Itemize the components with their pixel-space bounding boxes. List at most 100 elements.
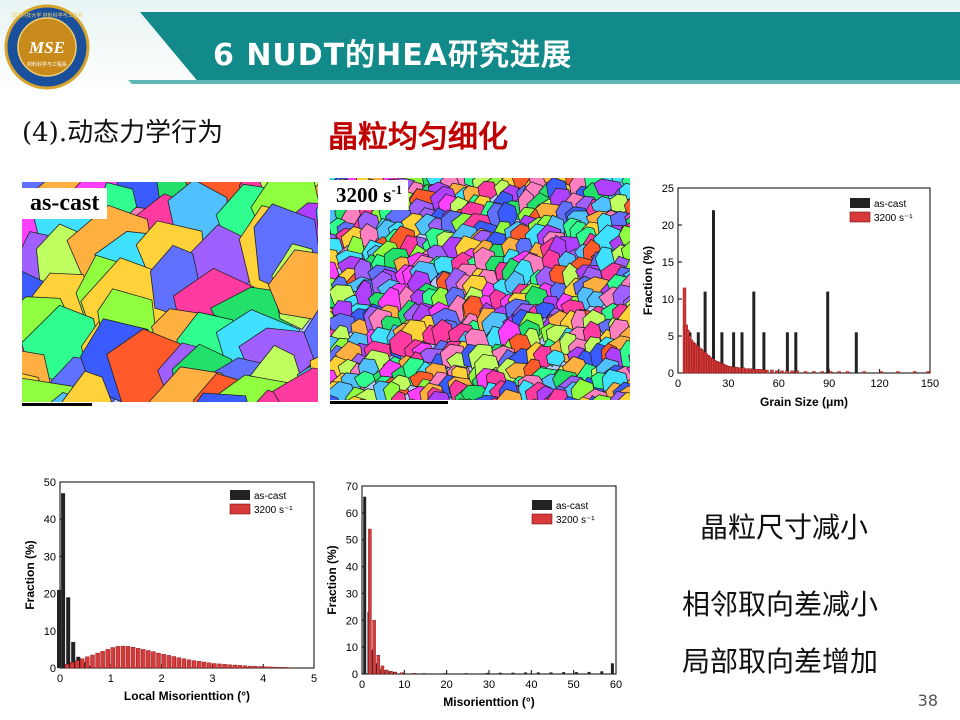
misorientation-rate-bar (385, 669, 389, 675)
local_misorientation-x-tick-label: 0 (57, 673, 63, 685)
local_misorientation-rate-bar (90, 654, 95, 669)
local_misorientation-rate-bar (212, 663, 217, 669)
misorientation-y-tick-label: 40 (346, 562, 358, 574)
misorientation-plot-frame (361, 485, 617, 675)
grain_size-plot-frame (677, 187, 931, 374)
grain_size-rate-bar (828, 371, 833, 374)
as-cast-info-strip (22, 402, 318, 408)
grain_size-y-axis-label: Fraction (%) (641, 246, 655, 315)
misorientation-as-cast-bar (511, 672, 515, 674)
misorientation-as-cast-bar (486, 672, 489, 674)
local_misorientation-rate-bar (247, 665, 253, 669)
grain_size-rate-bar (862, 371, 867, 374)
misorientation-as-cast-bar (524, 672, 528, 674)
grain_size-y-tick-label: 15 (662, 257, 674, 269)
grain_size-as-cast-bar (740, 332, 744, 373)
title-band-stripe (128, 80, 960, 84)
logo-bottom-text: 材料科学与工程系 (27, 61, 67, 68)
grain_size-as-cast-bar (720, 332, 724, 373)
grain_size-x-tick-label: 30 (722, 378, 734, 390)
deformed-grain (619, 339, 630, 370)
local_misorientation-rate-bar (135, 648, 141, 669)
strain-rate-label: 3200 s-1 (330, 180, 409, 210)
grain_size-rate-bar (728, 366, 732, 374)
local_misorientation-rate-bar (232, 664, 237, 669)
slide-header: MSE 材料科学与工程系 国防科技大学 材料科学与工程系 6 NUDT的HEA研… (0, 0, 960, 96)
grain_size-as-cast-bar (752, 291, 756, 373)
local_misorientation-rate-bar (171, 656, 177, 669)
local_misorientation-y-tick-label: 0 (50, 663, 56, 675)
deformed-grain (545, 349, 566, 367)
grain_size-rate-bar (837, 371, 841, 374)
local_misorientation-rate-bar (201, 661, 207, 669)
local_misorientation-legend-label: 3200 s⁻¹ (254, 505, 293, 516)
misorientation-y-tick-label: 50 (346, 535, 358, 547)
grain_size-x-tick-label: 150 (921, 378, 939, 390)
local_misorientation-rate-bar (181, 658, 187, 669)
local_misorientation-rate-bar (110, 647, 116, 669)
local_misorientation-rate-bar (95, 652, 100, 669)
grain_size-rate-bar (845, 371, 850, 374)
misorientation-y-tick-label: 70 (346, 481, 358, 493)
grain_size-rate-bar (738, 367, 742, 374)
misorientation-legend-label: as-cast (556, 501, 588, 512)
grain_size-rate-bar (741, 367, 746, 374)
misorientation-as-cast-bar (549, 672, 553, 674)
grain_size-y-tick-label: 20 (662, 220, 674, 232)
misorientation-x-tick-label: 40 (525, 679, 537, 691)
local_misorientation-rate-bar (125, 646, 131, 669)
local_misorientation-y-tick-label: 50 (44, 477, 56, 489)
grain_size-rate-bar (795, 370, 799, 374)
grain_size-rate-bar (761, 369, 766, 374)
title-band (140, 12, 960, 84)
local-misorientation-chart: 0 10 20 30 40 50 0 1 2 3 4 5 Local Misorienttion (°)… (18, 474, 328, 706)
local_misorientation-rate-bar (237, 665, 243, 669)
local_misorientation-rate-bar (115, 646, 121, 669)
local_misorientation-rate-bar (80, 658, 85, 669)
misorientation-y-axis-label: Fraction (%) (325, 545, 339, 614)
local_misorientation-rate-bar (252, 666, 258, 669)
grain_size-legend-label: 3200 s⁻¹ (874, 213, 913, 224)
logo-ring-text: 国防科技大学 材料科学与工程系 (11, 12, 83, 19)
grain_size-rate-bar (896, 371, 900, 374)
grain_size-rate-bar (748, 368, 752, 374)
grain_size-y-tick-label: 10 (662, 294, 674, 306)
local_misorientation-rate-bar (242, 665, 248, 669)
grain_size-rate-bar (770, 369, 774, 374)
misorientation-as-cast-bar (562, 672, 566, 674)
grain_size-rate-bar (812, 371, 816, 374)
grain_size-legend-swatch (850, 198, 870, 208)
misorientation-x-tick-label: 50 (568, 679, 580, 691)
grain_size-x-tick-label: 0 (675, 378, 681, 390)
deformed-grain (593, 178, 623, 197)
local_misorientation-y-axis-label: Fraction (%) (23, 540, 37, 609)
misorientation-y-tick-label: 10 (346, 642, 358, 654)
deformed-grain-map (330, 178, 630, 406)
strain-rate-label-base: 3200 s (336, 183, 392, 207)
grain-size-chart: 0 5 10 15 20 25 0 30 60 90 120 150 Grain Size (μm) Fr… (640, 178, 940, 418)
adjacent-misorientation-text: 相邻取向差减小 (682, 588, 879, 621)
misorientation-x-tick-label: 20 (441, 679, 453, 691)
highlight-heading: 晶粒均匀细化 (328, 120, 508, 155)
local_misorientation-rate-bar (191, 660, 197, 669)
local_misorientation-x-tick-label: 1 (108, 673, 114, 685)
local_misorientation-rate-bar (227, 664, 232, 669)
grain_size-rate-bar (790, 370, 794, 374)
local_misorientation-rate-bar (161, 653, 166, 669)
local_misorientation-rate-bar (283, 667, 288, 669)
logo-text: MSE (28, 38, 65, 57)
deformed-grain (353, 370, 376, 389)
misorientation-x-tick-label: 30 (483, 679, 495, 691)
mse-logo-icon: MSE 材料科学与工程系 国防科技大学 材料科学与工程系 (4, 4, 90, 90)
grain_size-rate-bar (803, 371, 808, 374)
local_misorientation-as-cast-bar (66, 597, 71, 668)
local_misorientation-as-cast-bar (61, 493, 66, 668)
local_misorientation-rate-bar (151, 651, 156, 669)
as-cast-grain (267, 249, 318, 321)
local_misorientation-rate-bar (176, 657, 182, 669)
grain_size-y-tick-label: 5 (668, 331, 674, 343)
as-cast-grain (315, 206, 318, 230)
misorientation-as-cast-bar (498, 672, 502, 674)
local_misorientation-rate-bar (278, 667, 283, 669)
local_misorientation-legend-swatch (229, 503, 251, 515)
